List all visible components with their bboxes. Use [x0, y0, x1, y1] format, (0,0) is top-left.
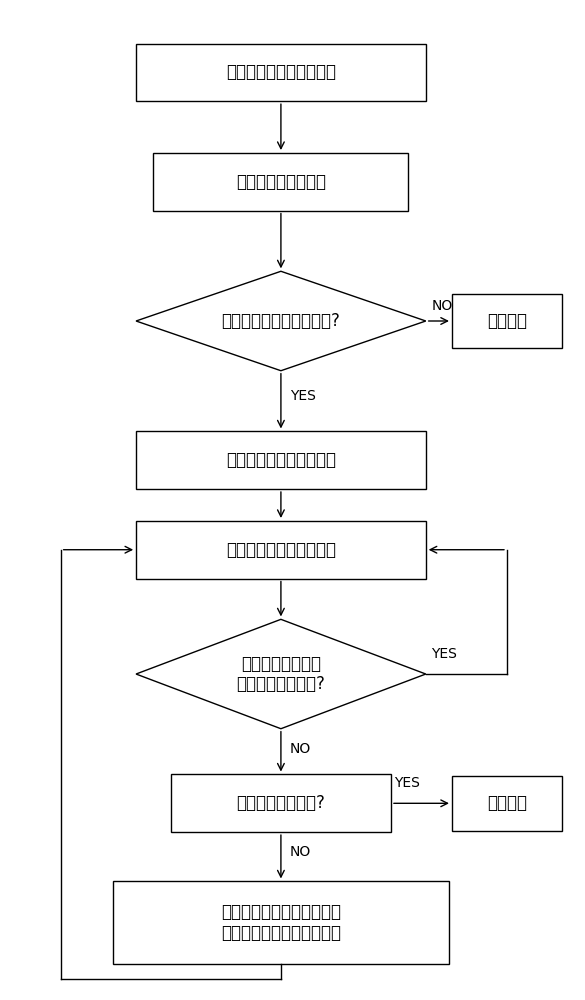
Bar — [452, 294, 562, 348]
Bar — [153, 153, 408, 211]
Bar — [136, 521, 426, 579]
Text: 静电传感器开机自检: 静电传感器开机自检 — [236, 173, 326, 191]
Text: 接通静电传感器外部供电: 接通静电传感器外部供电 — [226, 63, 336, 81]
Text: 传感器工作电压是否正确?: 传感器工作电压是否正确? — [222, 312, 340, 330]
Bar — [136, 431, 426, 489]
Bar — [113, 881, 449, 964]
Text: 传感器对工作频率进行自动
校正使之符合设定工作频率: 传感器对工作频率进行自动 校正使之符合设定工作频率 — [221, 903, 341, 942]
Text: 报警输出: 报警输出 — [487, 312, 527, 330]
Text: 工作频率是否为零?: 工作频率是否为零? — [236, 794, 325, 812]
Text: 静电传感器进入检测状态: 静电传感器进入检测状态 — [226, 451, 336, 469]
Text: 报警输出: 报警输出 — [487, 794, 527, 812]
Text: NO: NO — [290, 845, 311, 859]
Text: 传感器工作频率是
否为设定工作频率?: 传感器工作频率是 否为设定工作频率? — [236, 655, 325, 693]
Text: YES: YES — [394, 776, 420, 790]
Text: YES: YES — [432, 647, 457, 661]
Text: NO: NO — [432, 299, 453, 313]
Bar — [136, 44, 426, 101]
Bar — [452, 776, 562, 831]
Polygon shape — [136, 619, 426, 729]
Polygon shape — [136, 271, 426, 371]
Text: NO: NO — [290, 742, 311, 756]
Bar — [171, 774, 391, 832]
Text: 传感器进行工作频率自检: 传感器进行工作频率自检 — [226, 541, 336, 559]
Text: YES: YES — [290, 389, 315, 403]
